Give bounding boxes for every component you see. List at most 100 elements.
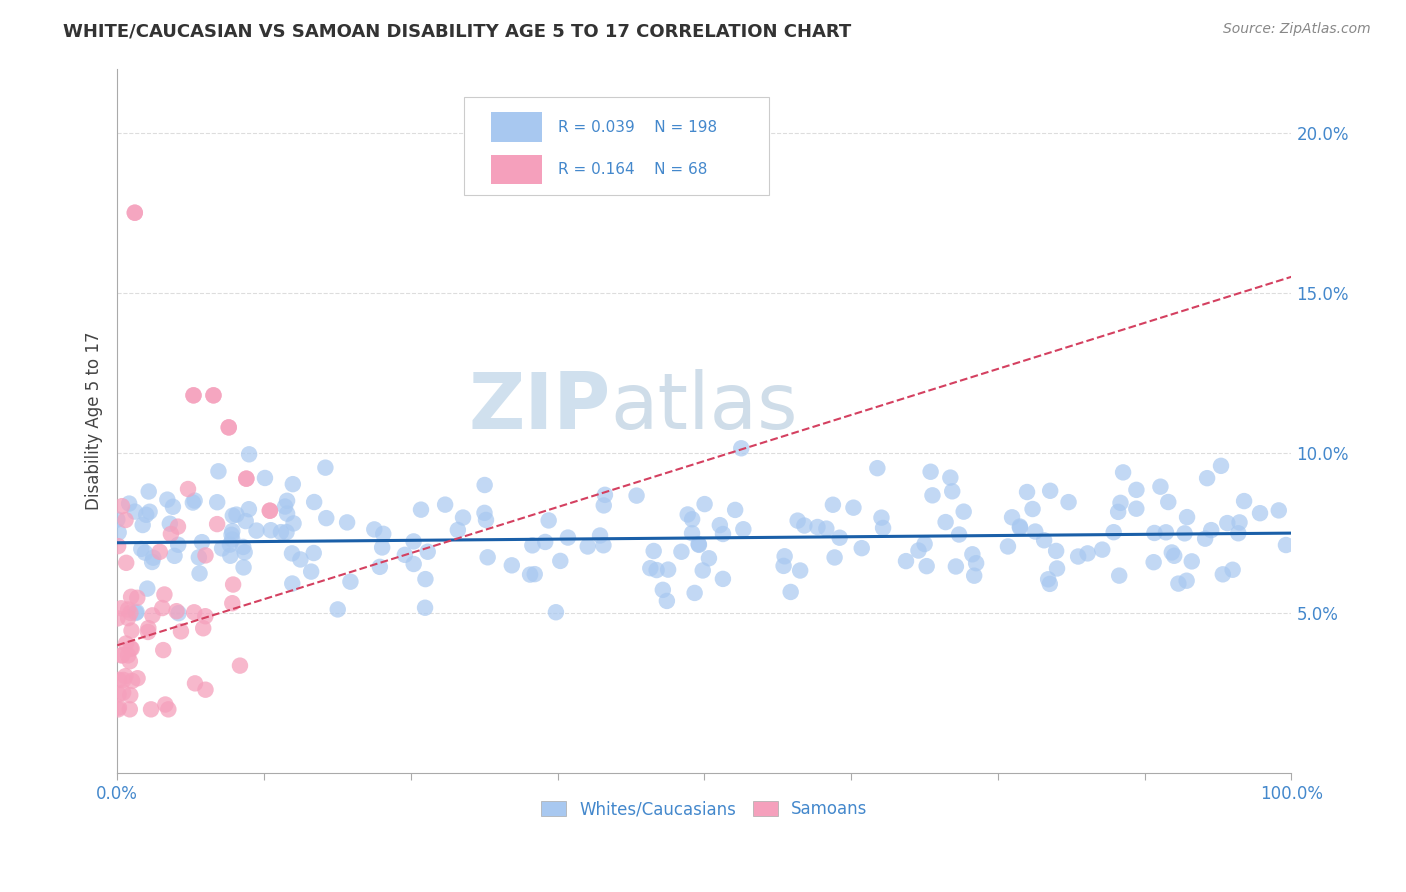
Point <box>225 508 247 522</box>
Point <box>120 688 142 702</box>
Point <box>205 517 228 532</box>
Point <box>281 576 304 591</box>
Point <box>194 549 217 563</box>
Point <box>117 648 139 663</box>
Point <box>1036 572 1059 586</box>
Point <box>948 527 970 541</box>
Point <box>235 472 257 486</box>
Point <box>866 461 889 475</box>
Point <box>451 510 474 524</box>
Point <box>138 505 160 519</box>
Point <box>107 539 129 553</box>
Point <box>202 388 225 402</box>
Point <box>260 523 283 537</box>
Point <box>110 601 132 615</box>
Point <box>870 510 893 524</box>
Point <box>218 420 240 434</box>
Point <box>339 574 361 589</box>
Point <box>125 606 148 620</box>
Point <box>477 550 499 565</box>
Point <box>121 624 143 638</box>
Point <box>211 541 233 556</box>
Point <box>134 546 156 560</box>
Point <box>1268 503 1291 517</box>
Point <box>141 608 163 623</box>
Point <box>115 636 138 650</box>
Point <box>872 521 894 535</box>
Point <box>394 548 416 562</box>
Point <box>821 498 844 512</box>
Point <box>155 698 177 712</box>
Point <box>544 605 567 619</box>
Point <box>235 514 257 528</box>
Point <box>167 538 190 552</box>
Point <box>1216 516 1239 530</box>
Point <box>160 527 183 541</box>
Point <box>945 559 967 574</box>
Point <box>1077 546 1099 560</box>
Point <box>131 518 153 533</box>
Point <box>1143 526 1166 541</box>
FancyBboxPatch shape <box>491 112 543 142</box>
Point <box>117 602 139 616</box>
Point <box>184 676 207 690</box>
Point <box>138 621 160 635</box>
Point <box>368 559 391 574</box>
Point <box>655 594 678 608</box>
Point <box>1039 577 1062 591</box>
Point <box>302 546 325 560</box>
Point <box>730 442 752 456</box>
Point <box>336 516 359 530</box>
Point <box>793 518 815 533</box>
Point <box>373 526 395 541</box>
Point <box>183 388 205 402</box>
Point <box>592 538 614 552</box>
Point <box>415 572 437 586</box>
Point <box>124 205 146 219</box>
Point <box>773 549 796 564</box>
Point <box>112 673 135 687</box>
Point <box>219 549 242 563</box>
Point <box>962 547 984 561</box>
Point <box>127 671 149 685</box>
Point <box>193 621 215 635</box>
Point <box>402 557 425 571</box>
Point <box>941 484 963 499</box>
Point <box>167 519 190 533</box>
Point <box>270 525 292 540</box>
Point <box>110 648 132 663</box>
Point <box>274 500 297 514</box>
Point <box>150 601 173 615</box>
Point <box>314 460 336 475</box>
Point <box>221 528 243 542</box>
Point <box>711 527 734 541</box>
Point <box>1033 533 1056 548</box>
Point <box>276 507 298 521</box>
FancyBboxPatch shape <box>491 154 543 184</box>
Point <box>107 673 129 687</box>
Point <box>1175 574 1198 588</box>
Point <box>302 495 325 509</box>
Point <box>299 565 322 579</box>
Point <box>219 538 242 552</box>
Point <box>221 596 243 610</box>
Point <box>1212 567 1234 582</box>
Point <box>107 611 129 625</box>
Point <box>259 504 281 518</box>
Point <box>136 624 159 639</box>
Point <box>1001 510 1024 524</box>
Point <box>550 554 572 568</box>
Point <box>221 533 243 547</box>
Point <box>475 513 498 527</box>
Point <box>283 516 305 531</box>
Point <box>135 508 157 522</box>
Point <box>537 513 560 527</box>
Point <box>290 552 312 566</box>
Point <box>1125 501 1147 516</box>
Point <box>640 561 662 575</box>
Point <box>326 602 349 616</box>
Point <box>1008 521 1031 535</box>
Point <box>1163 549 1185 563</box>
Point <box>1157 495 1180 509</box>
Point <box>238 447 260 461</box>
